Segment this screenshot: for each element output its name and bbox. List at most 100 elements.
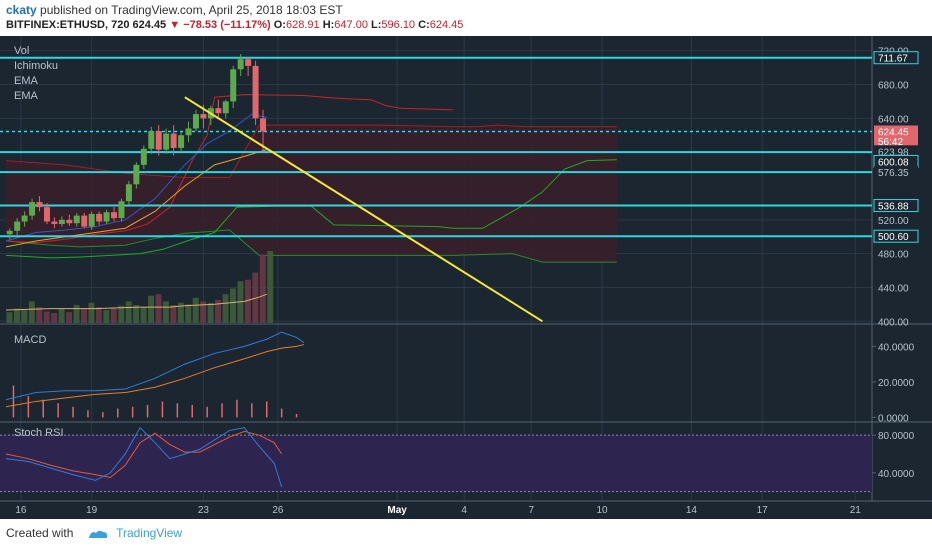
indicator-label[interactable]: Vol <box>14 45 29 57</box>
volume-bar <box>81 308 87 323</box>
symbol-label: BITFINEX:ETHUSD, 720 <box>6 19 130 31</box>
candle-body[interactable] <box>170 133 177 148</box>
price-tick-label: 440.00 <box>878 283 909 294</box>
volume-bar <box>155 294 162 323</box>
macd-pane[interactable]: MACD <box>5 331 305 418</box>
stoch-rsi-pane[interactable]: Stoch RSI <box>0 426 872 493</box>
price-badge-label: 711.67 <box>878 54 908 65</box>
time-axis-bg <box>0 501 932 519</box>
candle-body[interactable] <box>200 114 207 119</box>
volume-bar <box>66 312 73 323</box>
price-tick-label: 400.00 <box>878 317 909 328</box>
volume-bar <box>28 301 35 323</box>
price-badge <box>874 166 918 179</box>
candle-body[interactable] <box>192 114 199 129</box>
time-tick-label: 7 <box>528 505 534 516</box>
last-price: 624.45 <box>132 19 167 31</box>
candle-body[interactable] <box>140 148 147 165</box>
candle-body[interactable] <box>125 184 132 202</box>
candle-body[interactable] <box>163 133 170 150</box>
price-badge-label: 536.88 <box>878 202 909 213</box>
candle-body[interactable] <box>222 101 229 114</box>
stoch-rsi-label[interactable]: Stoch RSI <box>14 427 64 439</box>
trend-line[interactable] <box>184 96 543 323</box>
candle-body[interactable] <box>245 59 252 66</box>
volume-bar <box>118 305 125 323</box>
volume-bar <box>51 312 58 323</box>
time-tick-label: May <box>387 505 407 516</box>
macd-line <box>5 331 305 401</box>
candle-body[interactable] <box>88 213 95 227</box>
candle-body[interactable] <box>252 65 259 119</box>
price-tick-label: 640.00 <box>878 114 909 125</box>
volume-bar <box>259 254 266 323</box>
candle-body[interactable] <box>185 128 192 136</box>
main-pane[interactable]: Vol Ichimoku EMA EMA <box>0 45 872 323</box>
candle-body[interactable] <box>230 69 237 102</box>
macd-tick-label: 20.0000 <box>878 378 915 389</box>
candle-body[interactable] <box>148 131 155 149</box>
price-badge-label: 56:42 <box>878 137 903 148</box>
open-value: 628.91 <box>285 19 320 31</box>
close-value: 624.45 <box>429 19 464 31</box>
indicator-label[interactable]: EMA <box>14 75 39 87</box>
candle-body[interactable] <box>118 201 125 219</box>
macd-signal-line <box>5 344 305 408</box>
stoch-rsi-tick-label: 40.0000 <box>878 469 915 480</box>
candle-body[interactable] <box>66 219 73 224</box>
volume-bar <box>36 307 43 323</box>
candle-body[interactable] <box>96 213 103 222</box>
candle-body[interactable] <box>237 59 244 70</box>
candle-body[interactable] <box>155 131 162 150</box>
volume-bar <box>207 302 214 323</box>
time-tick-label: 17 <box>757 505 769 516</box>
candle-body[interactable] <box>81 215 88 227</box>
low-value: 596.10 <box>381 19 416 31</box>
candle-body[interactable] <box>36 202 43 208</box>
high-value: 647.00 <box>334 19 368 31</box>
candle-body[interactable] <box>73 215 80 224</box>
candle-body[interactable] <box>29 202 36 216</box>
symbol-header: BITFINEX:ETHUSD, 720 624.45 ▼ −78.53 (−1… <box>6 19 463 31</box>
stoch-rsi-k-line <box>5 426 283 488</box>
volume-bar <box>244 279 251 323</box>
macd-label[interactable]: MACD <box>14 334 46 346</box>
volume-bar <box>110 308 117 323</box>
candle-body[interactable] <box>260 118 267 132</box>
time-tick-label: 21 <box>850 505 862 516</box>
price-change: −78.53 (−11.17%) <box>183 19 271 31</box>
volume-bar <box>177 302 184 323</box>
volume-bar <box>103 310 110 323</box>
time-tick-label: 23 <box>198 505 210 516</box>
candle-body[interactable] <box>58 219 65 225</box>
candle-body[interactable] <box>111 212 118 219</box>
low-label: L: <box>371 19 382 31</box>
candle-body[interactable] <box>215 108 222 114</box>
price-badge <box>874 125 918 138</box>
price-tick-label: 520.00 <box>878 216 909 227</box>
volume-bar <box>192 297 199 323</box>
tradingview-brand-link[interactable]: TradingView <box>116 526 183 540</box>
candle-body[interactable] <box>21 215 28 222</box>
candle-body[interactable] <box>14 221 21 231</box>
candle-body[interactable] <box>43 207 50 222</box>
candle-body[interactable] <box>6 230 13 235</box>
indicator-label[interactable]: EMA <box>14 90 39 102</box>
price-tick-label: 480.00 <box>878 250 909 261</box>
candle-body[interactable] <box>178 135 185 148</box>
publish-header: ckaty published on TradingView.com, Apri… <box>6 3 343 17</box>
candle-body[interactable] <box>103 212 110 222</box>
candle-body[interactable] <box>51 221 58 225</box>
volume-ma-line <box>5 293 267 311</box>
volume-bar <box>215 299 222 323</box>
volume-bar <box>125 301 132 323</box>
author-link[interactable]: ckaty <box>6 3 37 17</box>
price-badge <box>873 229 919 243</box>
ichimoku-span-b <box>5 229 617 263</box>
axes: 40.000020.00000.000080.000040.0000720.00… <box>0 47 932 519</box>
time-tick-label: 16 <box>15 505 27 516</box>
price-chart[interactable]: Vol Ichimoku EMA EMA MACD Stoch RSI 40.0000… <box>0 36 932 519</box>
indicator-label[interactable]: Ichimoku <box>14 60 58 72</box>
macd-tick-label: 0.0000 <box>878 413 909 424</box>
candle-body[interactable] <box>133 164 140 185</box>
